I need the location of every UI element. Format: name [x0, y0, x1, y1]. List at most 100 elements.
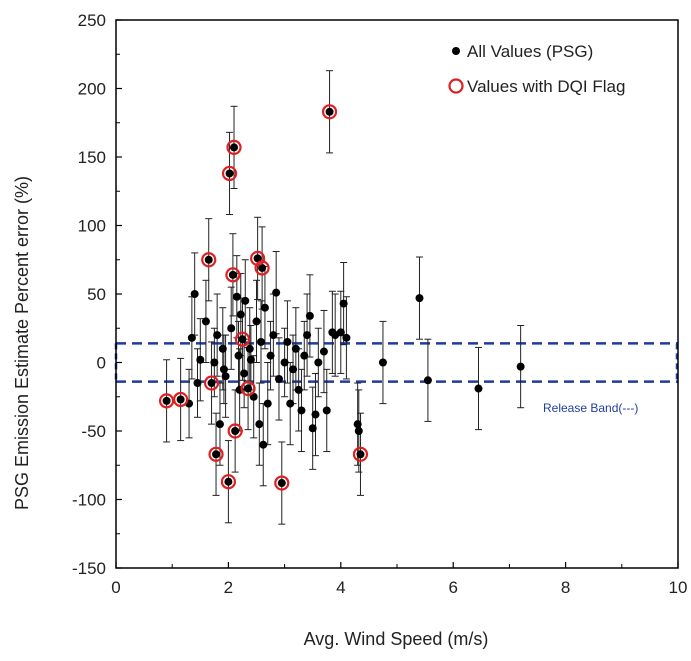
data-point	[246, 355, 255, 364]
data-point	[260, 303, 269, 312]
data-point	[210, 358, 219, 367]
data-point	[272, 288, 281, 297]
dqi-flag-marker	[203, 375, 220, 391]
data-point	[236, 310, 245, 319]
data-point	[339, 299, 348, 308]
data-point	[474, 384, 483, 393]
dqi-flag-marker	[221, 165, 238, 182]
data-point	[213, 331, 222, 340]
data-point	[193, 379, 202, 388]
plot-frame	[115, 19, 679, 569]
dqi-flag-markers	[158, 104, 369, 491]
y-tick-label: 50	[87, 285, 106, 304]
x-tick-label: 4	[336, 578, 345, 597]
data-point	[162, 396, 171, 405]
release-band-label: Release Band(---)	[543, 401, 638, 415]
data-point	[286, 399, 295, 408]
data-point	[300, 351, 309, 360]
x-axis-title: Avg. Wind Speed (m/s)	[304, 629, 489, 649]
data-point	[207, 379, 216, 388]
data-point	[255, 420, 264, 429]
dqi-flag-marker	[220, 474, 236, 490]
data-point	[230, 143, 239, 152]
y-tick-label: -50	[81, 422, 106, 441]
axes: 0 2 4 6 8 10 -150 -100 -50 0 50 100 150 200 250	[72, 11, 687, 597]
data-point	[274, 374, 283, 383]
dqi-flag-marker	[225, 267, 241, 283]
data-point	[289, 365, 298, 374]
dqi-flag-marker	[254, 260, 270, 276]
y-tick-label: 250	[78, 11, 106, 30]
legend-label-dqi-flag: Values with DQI Flag	[467, 77, 625, 96]
data-point	[356, 450, 365, 459]
data-point	[263, 399, 272, 408]
data-point	[415, 294, 424, 303]
data-points	[162, 107, 525, 488]
data-point	[378, 358, 387, 367]
y-tick-label: 200	[78, 80, 106, 99]
dqi-flag-marker	[201, 252, 217, 268]
data-point	[291, 344, 300, 353]
data-point	[258, 263, 267, 272]
data-point	[259, 440, 268, 449]
legend-label-all-values: All Values (PSG)	[467, 42, 593, 61]
data-point	[241, 296, 250, 305]
data-point	[277, 479, 286, 488]
data-point	[201, 317, 210, 326]
data-point	[196, 355, 205, 364]
data-point	[253, 254, 262, 263]
dqi-flag-marker	[352, 446, 369, 462]
y-tick-label: -150	[72, 559, 106, 578]
data-point	[252, 317, 261, 326]
dqi-flag-marker	[274, 475, 290, 491]
dqi-flag-marker	[234, 331, 251, 347]
data-point	[516, 362, 525, 371]
legend-marker-dqi-flag	[448, 78, 464, 94]
data-point	[319, 347, 328, 356]
data-point	[283, 337, 292, 346]
data-point	[305, 311, 314, 320]
data-point	[227, 324, 236, 333]
data-point	[224, 477, 233, 486]
dqi-flag-marker	[173, 391, 189, 408]
data-point	[423, 376, 432, 385]
data-point	[244, 384, 253, 393]
y-tick-label: -100	[72, 491, 106, 510]
data-point	[269, 331, 278, 340]
data-point	[204, 255, 213, 264]
dqi-flag-marker	[321, 104, 338, 120]
data-point	[232, 292, 241, 301]
data-point	[238, 335, 247, 344]
data-point	[354, 427, 363, 435]
dqi-flag-marker	[227, 423, 243, 439]
data-point	[314, 358, 323, 367]
dqi-flag-marker	[240, 380, 256, 397]
data-point	[190, 290, 199, 298]
data-point	[234, 351, 243, 360]
data-point	[256, 337, 265, 346]
dqi-flag-marker	[226, 139, 242, 156]
data-point	[176, 395, 185, 404]
y-axis-title: PSG Emission Estimate Percent error (%)	[12, 176, 32, 510]
data-point	[266, 351, 275, 360]
data-point	[303, 331, 312, 340]
y-tick-label: 100	[78, 217, 106, 236]
x-tick-label: 6	[448, 578, 457, 597]
data-point	[308, 424, 317, 433]
data-point	[311, 410, 320, 419]
data-point	[336, 328, 345, 337]
data-point	[297, 406, 306, 415]
y-tick-label: 150	[78, 148, 106, 167]
data-point	[325, 107, 334, 116]
data-point	[342, 333, 351, 342]
data-point	[353, 420, 362, 429]
legend: All Values (PSG) Values with DQI Flag	[448, 42, 625, 96]
x-tick-label: 2	[224, 578, 233, 597]
data-point	[218, 344, 227, 353]
x-tick-label: 0	[111, 578, 120, 597]
data-point	[322, 406, 331, 415]
data-point	[215, 420, 224, 429]
data-point	[225, 169, 234, 178]
data-point	[245, 344, 254, 353]
